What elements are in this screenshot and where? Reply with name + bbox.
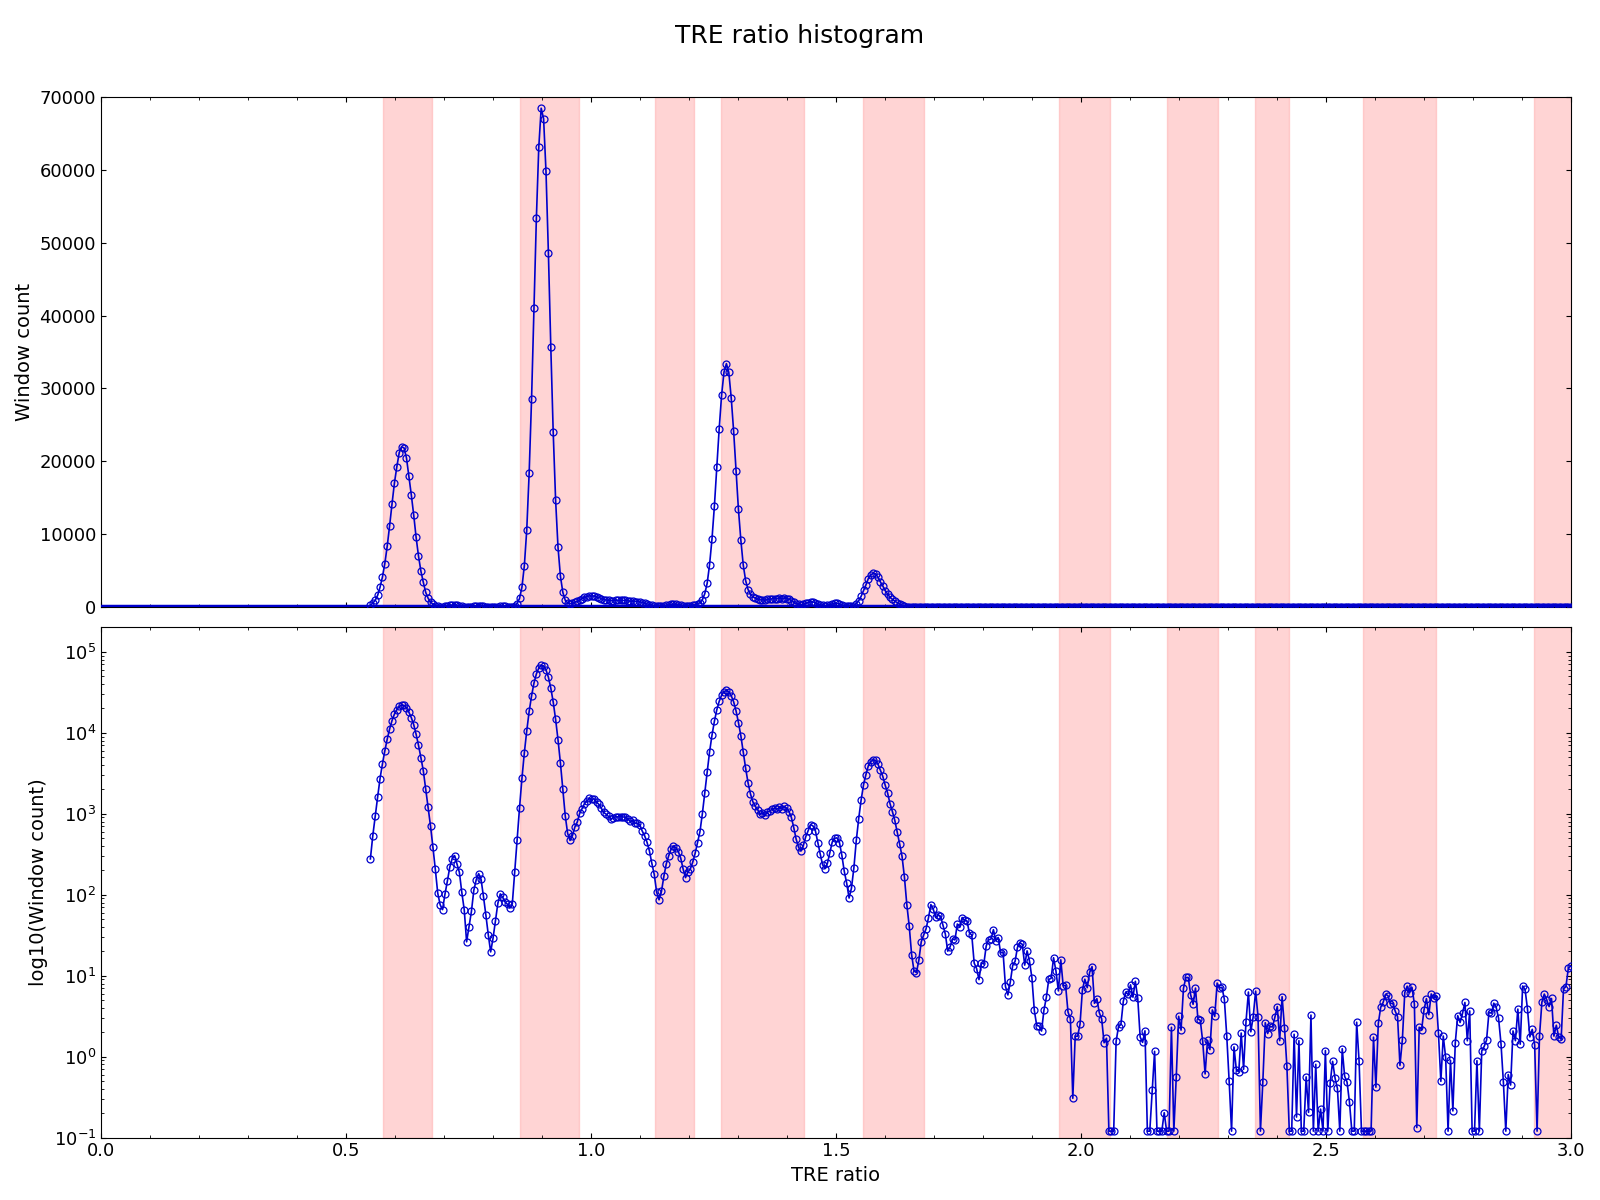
Bar	[520, 97, 579, 607]
Bar	[862, 628, 925, 1138]
Bar	[720, 628, 803, 1138]
Text: TRE ratio histogram: TRE ratio histogram	[675, 24, 925, 48]
Bar	[1363, 628, 1437, 1138]
Bar	[862, 97, 925, 607]
Y-axis label: log10(Window count): log10(Window count)	[29, 779, 48, 986]
Bar	[1254, 628, 1290, 1138]
Bar	[382, 97, 432, 607]
Y-axis label: Window count: Window count	[14, 283, 34, 421]
Bar	[1166, 97, 1218, 607]
Bar	[1534, 97, 1581, 607]
Bar	[654, 628, 694, 1138]
Bar	[1254, 97, 1290, 607]
Bar	[1166, 628, 1218, 1138]
Bar	[654, 97, 694, 607]
Bar	[1534, 628, 1581, 1138]
Bar	[520, 628, 579, 1138]
Bar	[1059, 97, 1110, 607]
Bar	[720, 97, 803, 607]
Bar	[382, 628, 432, 1138]
X-axis label: TRE ratio: TRE ratio	[792, 1166, 880, 1184]
Bar	[1059, 628, 1110, 1138]
Bar	[1363, 97, 1437, 607]
